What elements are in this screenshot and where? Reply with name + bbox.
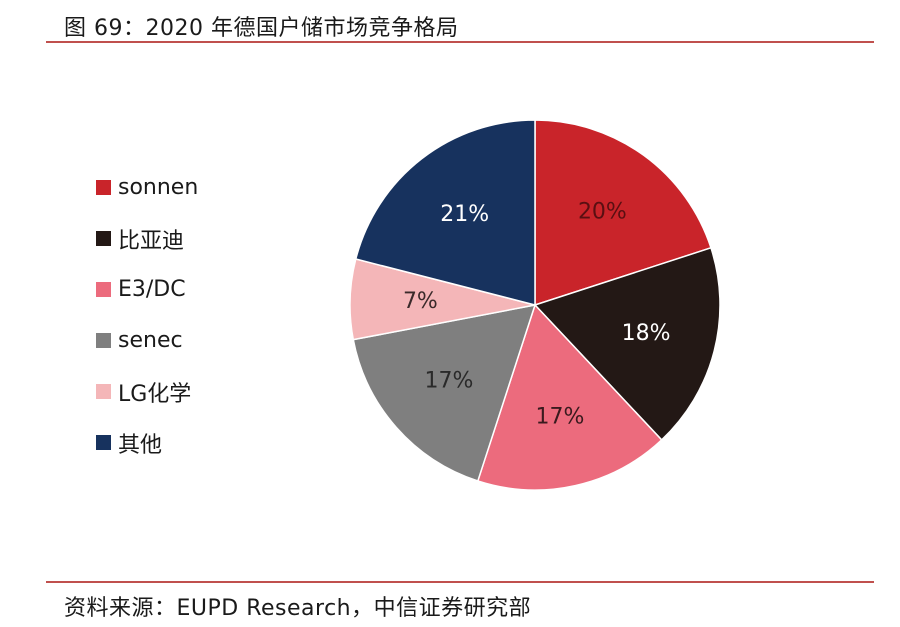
legend-item-3: senec — [96, 315, 198, 366]
pie-slice-label-2: 17% — [536, 404, 585, 429]
pie-slice-label-1: 18% — [622, 321, 671, 346]
legend-label-0: sonnen — [118, 175, 199, 200]
legend-item-4: LG化学 — [96, 366, 198, 417]
chart-legend: sonnen 比亚迪 E3/DC senec LG化学其他 — [96, 162, 198, 468]
source-note: 资料来源：EUPD Research，中信证券研究部 — [64, 596, 532, 621]
pie-slice-label-5: 21% — [440, 202, 489, 227]
legend-swatch-5 — [96, 435, 111, 450]
pie-slice-1 — [533, 246, 721, 441]
pie-slice-5 — [354, 119, 536, 306]
legend-item-5: 其他 — [96, 417, 198, 468]
legend-swatch-2 — [96, 282, 111, 297]
pie-slice-3 — [352, 304, 537, 482]
legend-label-2: E3/DC — [118, 277, 186, 302]
legend-swatch-4 — [96, 384, 111, 399]
legend-item-2: E3/DC — [96, 264, 198, 315]
legend-label-5: 其他 — [118, 432, 163, 458]
pie-slice-label-3: 17% — [425, 368, 474, 393]
legend-label-3: senec — [118, 328, 183, 353]
legend-item-0: sonnen — [96, 162, 198, 213]
legend-label-1: 比亚迪 — [118, 228, 185, 254]
page-title: 图 69：2020 年德国户储市场竞争格局 — [64, 16, 459, 41]
source-divider — [46, 581, 874, 583]
title-divider — [46, 41, 874, 43]
pie-slice-label-4: 7% — [403, 289, 438, 314]
legend-swatch-3 — [96, 333, 111, 348]
legend-swatch-1 — [96, 231, 111, 246]
legend-swatch-0 — [96, 180, 111, 195]
pie-slice-0 — [534, 119, 712, 307]
legend-item-1: 比亚迪 — [96, 213, 198, 264]
legend-label-4: LG化学 — [118, 381, 192, 407]
pie-slice-label-0: 20% — [578, 200, 627, 225]
pie-slice-2 — [476, 303, 663, 491]
